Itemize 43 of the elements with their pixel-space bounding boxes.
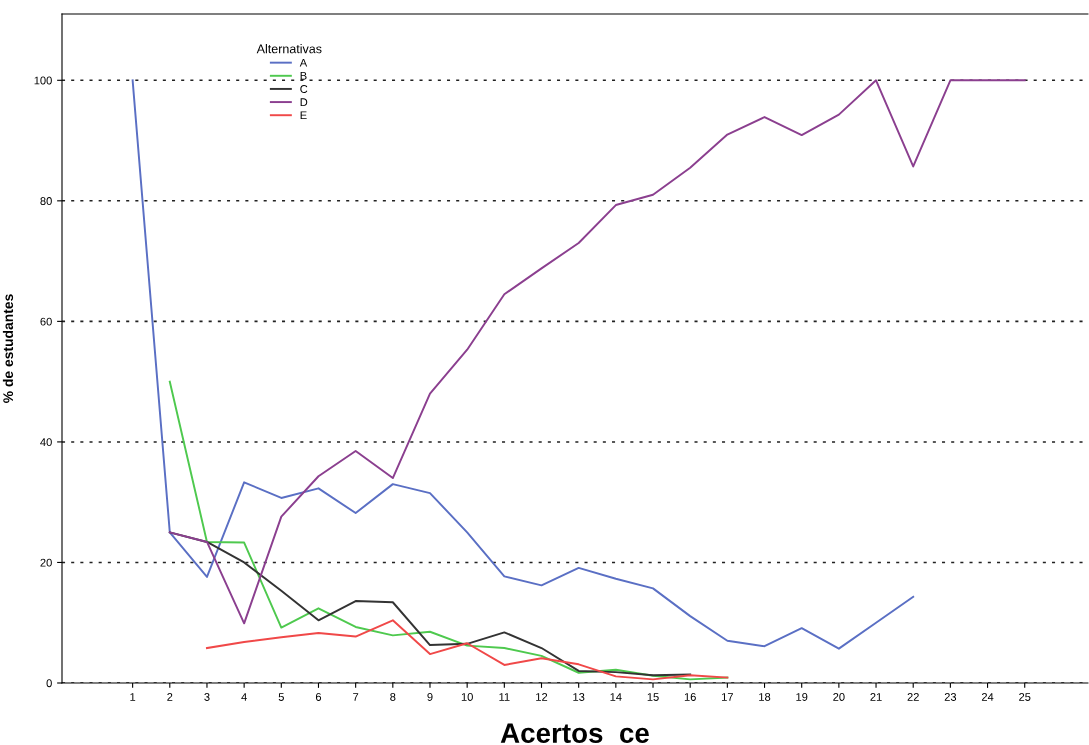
x-tick-label: 3 bbox=[204, 693, 210, 701]
x-tick-label: 17 bbox=[722, 693, 733, 701]
y-tick-label: 20 bbox=[40, 558, 52, 567]
x-tick-label: 2 bbox=[167, 693, 173, 701]
x-tick-label: 8 bbox=[390, 693, 396, 701]
x-tick-label: 14 bbox=[610, 693, 622, 701]
x-tick-label: 1 bbox=[130, 693, 136, 701]
x-tick-label: 10 bbox=[461, 693, 473, 701]
x-tick-label: 19 bbox=[796, 693, 808, 701]
line-series bbox=[206, 619, 729, 681]
x-tick-label: 9 bbox=[427, 693, 433, 701]
x-tick-label: 7 bbox=[353, 693, 359, 701]
x-tick-label: 21 bbox=[870, 693, 882, 701]
y-tick-label: 80 bbox=[40, 197, 52, 205]
x-tick-label: 20 bbox=[833, 693, 845, 701]
legend-label: A bbox=[299, 58, 308, 67]
x-tick-label: 11 bbox=[499, 693, 510, 701]
x-tick-label: 13 bbox=[573, 693, 585, 701]
x-tick-label: 4 bbox=[241, 693, 247, 701]
x-tick-label: 15 bbox=[647, 693, 659, 701]
legend-title: Alternativas bbox=[256, 44, 322, 54]
x-tick-label: 22 bbox=[907, 693, 919, 701]
x-axis-title: Acertos ce bbox=[500, 723, 649, 743]
legend-label: D bbox=[300, 98, 308, 106]
x-tick-label: 25 bbox=[1019, 693, 1031, 701]
x-tick-label: 18 bbox=[759, 693, 771, 701]
y-tick-label: 60 bbox=[40, 317, 52, 326]
x-tick-label: 12 bbox=[536, 693, 548, 701]
x-tick-label: 23 bbox=[944, 693, 957, 701]
y-tick-label: 0 bbox=[46, 679, 52, 688]
y-axis-title: % de estudantes bbox=[2, 294, 14, 403]
y-tick-label: 40 bbox=[40, 438, 52, 447]
y-tick-label: 100 bbox=[34, 76, 52, 85]
x-tick-label: 24 bbox=[981, 693, 994, 701]
line-series bbox=[168, 79, 1026, 625]
legend-label: E bbox=[300, 111, 307, 120]
legend-label: B bbox=[300, 72, 307, 80]
x-tick-label: 5 bbox=[278, 693, 284, 701]
line-series bbox=[131, 79, 915, 650]
line-series bbox=[168, 380, 729, 681]
x-tick-label: 6 bbox=[315, 693, 322, 701]
x-tick-label: 16 bbox=[684, 693, 696, 701]
legend-label: C bbox=[300, 85, 308, 93]
